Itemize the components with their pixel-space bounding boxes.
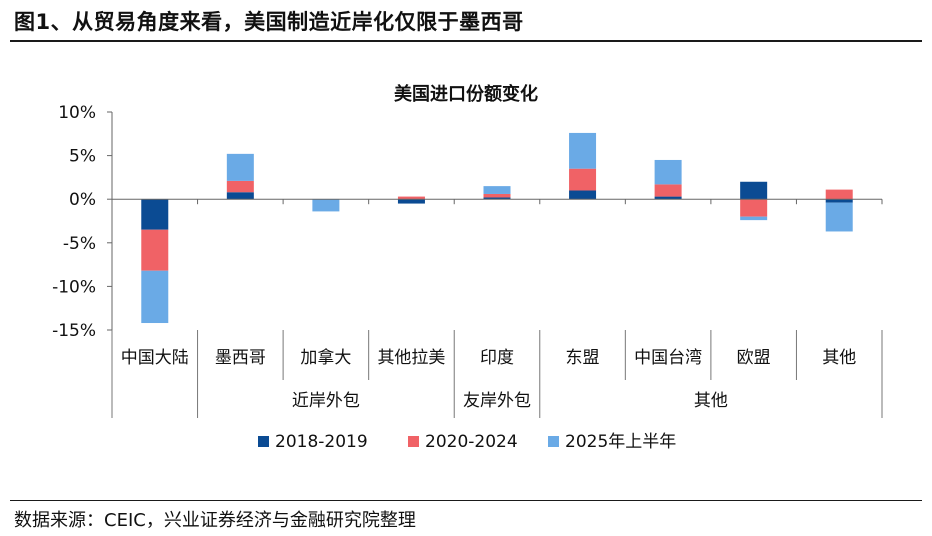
bar-segment <box>569 132 597 169</box>
chart-title: 美国进口份额变化 <box>394 83 538 105</box>
bar-segment <box>141 229 169 271</box>
bar-segment <box>654 196 682 200</box>
y-tick-label: 5% <box>69 147 96 167</box>
bar-segment <box>483 197 511 200</box>
bar-segment <box>226 192 254 200</box>
bar-segment <box>397 196 425 200</box>
bar-segment <box>483 186 511 194</box>
x-tick-label: 其他拉美 <box>377 348 445 368</box>
legend-swatch <box>258 436 269 447</box>
bar-segment <box>654 184 682 197</box>
legend-label: 2025年上半年 <box>565 432 676 452</box>
bar-segment <box>569 190 597 200</box>
y-tick-label: -10% <box>52 277 96 297</box>
bar-segment <box>226 180 254 193</box>
x-tick-label: 东盟 <box>566 348 600 368</box>
bar-segment <box>141 199 169 230</box>
group-label: 其他 <box>694 391 728 411</box>
source-note: 数据来源：CEIC，兴业证券经济与金融研究院整理 <box>14 510 416 531</box>
x-tick-label: 印度 <box>480 348 514 368</box>
y-tick-label: -15% <box>52 321 96 341</box>
x-tick-label: 其他 <box>822 348 856 368</box>
figure-title: 图1、从贸易角度来看，美国制造近岸化仅限于墨西哥 <box>14 10 524 34</box>
bar-segment <box>825 199 853 203</box>
bar-segment <box>483 193 511 198</box>
x-tick-label: 中国台湾 <box>634 348 702 368</box>
bar-segment <box>740 216 768 221</box>
y-tick-label: -5% <box>63 234 96 254</box>
legend-label: 2018-2019 <box>275 432 368 452</box>
group-label: 友岸外包 <box>463 391 531 411</box>
bar-segment <box>397 199 425 204</box>
legend-swatch <box>408 436 419 447</box>
stacked-bar-chart: 美国进口份额变化 10%5%0%-5%-10%-15% 中国大陆 墨西哥 加拿大 其他… <box>52 83 883 452</box>
legend-item: 2025年上半年 <box>548 432 676 452</box>
bar-segment <box>740 199 768 217</box>
legend-label: 2020-2024 <box>425 432 518 452</box>
source-rule <box>10 500 922 501</box>
bar-segment <box>312 199 340 212</box>
legend-item: 2020-2024 <box>408 432 518 452</box>
bar-segment <box>825 202 853 232</box>
bar-segment <box>569 168 597 191</box>
title-rule <box>10 40 922 42</box>
bar-segment <box>825 189 853 200</box>
x-tick-label: 加拿大 <box>300 347 351 368</box>
y-tick-label: 10% <box>58 103 96 123</box>
bar-segment <box>226 153 254 181</box>
x-tick-label: 中国大陆 <box>121 348 189 368</box>
bar-segment <box>654 159 682 185</box>
bar-segment <box>141 270 169 324</box>
bar-segment <box>740 181 768 200</box>
x-tick-label: 欧盟 <box>737 348 771 368</box>
legend-swatch <box>548 436 559 447</box>
legend-item: 2018-2019 <box>258 432 368 452</box>
group-label: 近岸外包 <box>292 391 360 411</box>
y-tick-label: 0% <box>69 190 96 210</box>
x-tick-label: 墨西哥 <box>215 348 266 368</box>
